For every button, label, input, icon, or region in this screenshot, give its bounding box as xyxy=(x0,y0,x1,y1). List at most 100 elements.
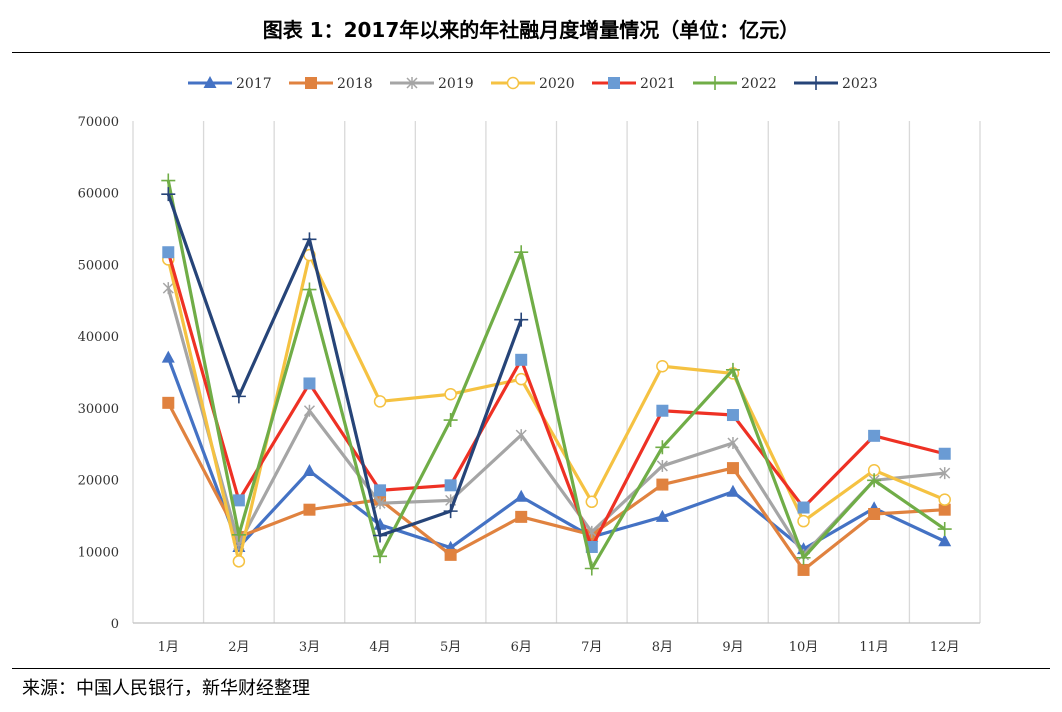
data-point xyxy=(725,362,740,377)
data-point xyxy=(656,360,669,373)
legend-label: 2018 xyxy=(337,76,373,92)
legend-marker xyxy=(608,77,620,89)
chart-title: 图表 1：2017年以来的年社融月度增量情况（单位：亿元） xyxy=(262,18,800,42)
data-point xyxy=(584,561,599,576)
data-point xyxy=(867,473,882,488)
data-point xyxy=(303,377,316,390)
y-tick-label: 60000 xyxy=(78,187,119,202)
data-point xyxy=(161,173,176,188)
data-point xyxy=(656,404,669,417)
legend-marker xyxy=(305,77,317,89)
x-tick-label: 12月 xyxy=(930,640,960,655)
data-point xyxy=(373,549,388,564)
x-tick-label: 6月 xyxy=(511,640,532,655)
x-tick-label: 3月 xyxy=(299,640,320,655)
data-point xyxy=(656,459,668,472)
data-point xyxy=(514,489,528,502)
x-tick-label: 1月 xyxy=(158,640,179,655)
series-line xyxy=(166,193,523,538)
data-point xyxy=(938,503,951,516)
data-point xyxy=(162,282,174,295)
x-tick-label: 11月 xyxy=(859,640,889,655)
data-point xyxy=(868,429,881,442)
legend-item-2022: 2022 xyxy=(693,76,777,92)
y-tick-label: 0 xyxy=(111,617,119,632)
x-tick-label: 7月 xyxy=(581,640,602,655)
legend-marker xyxy=(203,76,217,88)
data-point xyxy=(938,493,951,506)
y-tick-label: 40000 xyxy=(78,330,119,345)
series-line xyxy=(166,287,945,557)
data-point xyxy=(514,372,528,386)
data-point xyxy=(726,462,739,475)
legend-item-2018: 2018 xyxy=(289,76,373,92)
data-point xyxy=(797,501,810,514)
data-point xyxy=(443,413,458,428)
data-point xyxy=(373,395,387,408)
data-point xyxy=(374,497,386,510)
legend-item-2020: 2020 xyxy=(491,76,575,92)
data-point xyxy=(585,495,599,509)
data-point xyxy=(444,548,457,561)
series-2019 xyxy=(162,282,951,561)
y-tick-label: 50000 xyxy=(78,258,119,273)
data-point xyxy=(655,440,670,455)
x-tick-label: 2月 xyxy=(228,640,249,655)
bottom-rule xyxy=(12,668,1050,669)
legend-label: 2021 xyxy=(640,76,676,92)
series-line xyxy=(166,402,945,572)
data-point xyxy=(868,507,881,520)
data-point xyxy=(161,187,176,202)
data-point xyxy=(514,245,529,260)
legend-marker xyxy=(708,76,722,90)
x-tick-label: 9月 xyxy=(722,640,743,655)
data-point xyxy=(726,409,739,422)
data-point xyxy=(374,484,387,497)
legend-label: 2019 xyxy=(438,76,474,92)
data-point xyxy=(937,522,952,537)
data-point xyxy=(939,467,951,480)
data-point xyxy=(302,282,317,297)
data-point xyxy=(797,514,810,528)
data-point xyxy=(938,447,951,460)
legend-label: 2023 xyxy=(842,76,878,92)
legend-item-2021: 2021 xyxy=(592,76,676,92)
legend-marker xyxy=(506,76,520,90)
series-2022 xyxy=(161,173,952,576)
data-point xyxy=(303,503,316,516)
data-point xyxy=(938,534,952,547)
series-2018 xyxy=(162,396,951,576)
series-line xyxy=(166,180,946,571)
legend-item-2023: 2023 xyxy=(794,76,878,92)
data-point xyxy=(515,353,528,366)
legend-item-2017: 2017 xyxy=(188,76,272,92)
data-point xyxy=(726,484,740,497)
x-tick-label: 5月 xyxy=(440,640,461,655)
data-point xyxy=(232,555,246,568)
y-tick-label: 30000 xyxy=(78,402,119,417)
x-tick-label: 4月 xyxy=(369,640,390,655)
legend-item-2019: 2019 xyxy=(390,76,474,92)
data-point xyxy=(232,494,245,507)
data-point xyxy=(514,312,529,327)
data-point xyxy=(161,350,175,363)
data-point xyxy=(797,563,810,576)
data-point xyxy=(655,509,669,522)
data-point xyxy=(373,528,388,543)
legend-label: 2022 xyxy=(741,76,777,92)
x-tick-label: 10月 xyxy=(789,640,819,655)
data-point xyxy=(515,510,528,523)
data-point xyxy=(443,504,458,519)
y-tick-label: 70000 xyxy=(78,115,119,130)
data-point xyxy=(231,389,246,404)
source-note: 来源：中国人民银行，新华财经整理 xyxy=(22,678,310,699)
legend-label: 2017 xyxy=(236,76,272,92)
legend-marker xyxy=(809,76,823,90)
data-point xyxy=(302,232,317,247)
data-point xyxy=(796,550,811,565)
data-point xyxy=(162,246,175,259)
series-line xyxy=(166,253,946,563)
data-point xyxy=(656,478,669,491)
data-point xyxy=(303,404,315,417)
